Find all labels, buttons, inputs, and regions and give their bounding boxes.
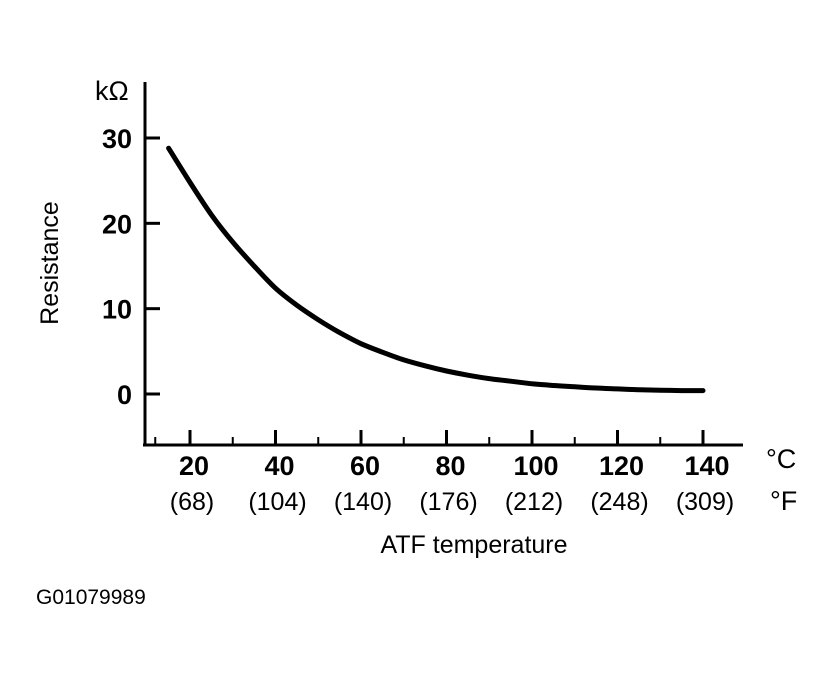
- x-tick-label: 100: [513, 451, 558, 481]
- x-axis-title: ATF temperature: [380, 531, 567, 559]
- y-axis-title: Resistance: [36, 201, 64, 325]
- x-tick-label-f: (140): [334, 488, 392, 516]
- y-unit-label: kΩ: [95, 76, 129, 106]
- figure-caption: G01079989: [36, 586, 146, 609]
- x-tick-label-f: (309): [676, 488, 734, 516]
- x-unit-c-label: °C: [766, 444, 796, 474]
- x-tick-label-f: (68): [170, 488, 214, 516]
- x-tick-label: 120: [599, 451, 644, 481]
- y-ticks: 0 10 20 30: [102, 124, 160, 410]
- x-tick-label: 40: [264, 451, 294, 481]
- x-tick-label: 140: [684, 451, 729, 481]
- x-ticks: 20 (68) 40 (104) 60 (140) 80 (176) 100 (212) 120 (2…: [154, 430, 734, 516]
- x-tick-label-f: (248): [590, 488, 648, 516]
- x-unit-f-label: °F: [770, 486, 797, 516]
- x-tick-label: 60: [350, 451, 380, 481]
- y-tick-label: 0: [117, 380, 132, 410]
- y-tick-label: 10: [102, 295, 132, 325]
- resistance-curve: [166, 145, 706, 394]
- x-tick-label-f: (176): [419, 488, 477, 516]
- x-tick-label-f: (104): [248, 488, 306, 516]
- x-tick-label: 20: [179, 451, 209, 481]
- x-tick-label: 80: [435, 451, 465, 481]
- y-tick-label: 20: [102, 209, 132, 239]
- x-tick-label-f: (212): [505, 488, 563, 516]
- y-tick-label: 30: [102, 124, 132, 154]
